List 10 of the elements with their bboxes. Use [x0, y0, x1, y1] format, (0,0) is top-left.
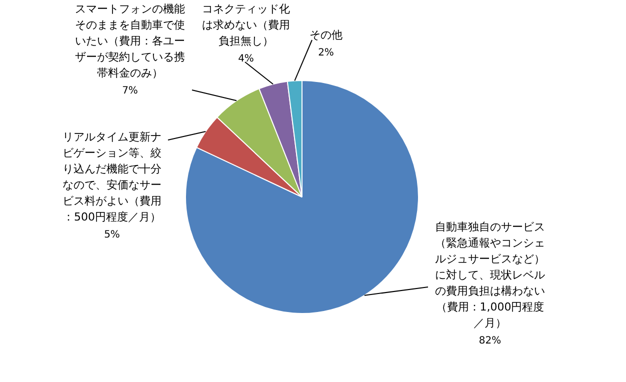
slice-label: コネクティッド化は求めない（費用負担無し） [202, 2, 290, 48]
slice-label: その他 [310, 28, 342, 42]
slice-label: リアルタイム更新ナビゲーション等、絞り込んだ機能で十分なので、安価なサービス料がよい（費用：500円程度／月） [62, 130, 162, 224]
data-label: 7% [122, 86, 138, 97]
data-label: 5% [104, 230, 120, 241]
data-label: 4% [238, 54, 254, 65]
data-label: 82% [478, 336, 502, 347]
slice-label: スマートフォンの機能そのままを自動車で使いたい（費用：各ユーザーが契約している携帯料金のみ） [75, 2, 185, 80]
slice-label: 自動車独自のサービス（緊急通報やコンシェルジュサービスなど）に対して、現状レベルの費用負担は構わない（費用：1,000円程度／月） [435, 220, 545, 330]
data-label: 2% [318, 48, 334, 59]
